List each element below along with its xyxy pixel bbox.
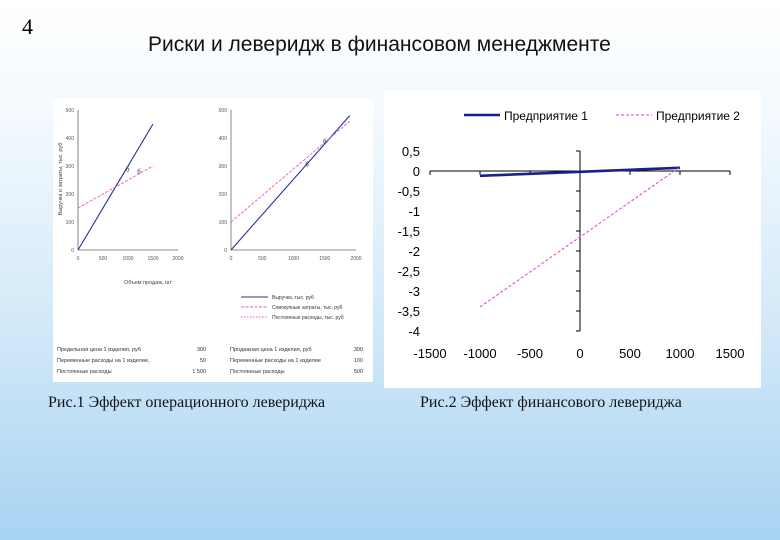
figure2-panel: 0,5 0 -0,5 -1 -1,5 -2 -2,5 -3 -3,5 -4 -1500 -1000 -5…	[384, 91, 761, 388]
y-tick-label: -2	[408, 244, 420, 259]
y-tick-label: 400	[219, 136, 228, 142]
legend-label: Совокупные затраты, тыс. руб	[272, 305, 343, 311]
y-tick-label: -3	[408, 284, 420, 299]
series-line	[479, 166, 681, 308]
y-tick-label: 300	[219, 164, 228, 170]
x-tick-label: 1000	[666, 346, 695, 361]
x-tick-label: 0	[576, 346, 583, 361]
x-tick-label: 500	[258, 256, 267, 262]
param-value: 500	[354, 369, 363, 375]
param-value: 300	[354, 347, 363, 353]
x-tick-label: 1000	[122, 256, 133, 262]
y-tick-label: 0	[224, 248, 227, 254]
financial-leverage-figure: 0,5 0 -0,5 -1 -1,5 -2 -2,5 -3 -3,5 -4 -1500 -1000 -5…	[398, 109, 745, 361]
slide-title: Риски и леверидж в финансовом менеджмент…	[148, 33, 611, 56]
legend-label: Выручка, тыс. руб	[272, 295, 314, 301]
x-tick-label: 0	[230, 256, 233, 262]
param-value: 100	[354, 358, 363, 364]
y-tick-label: 500	[66, 108, 75, 114]
x-tick-label: 500	[619, 346, 641, 361]
legend-label: Предприятие 1	[504, 109, 588, 123]
y-tick-label: -0,5	[398, 184, 420, 199]
x-tick-label: 2000	[172, 256, 183, 262]
x-tick-label: -500	[517, 346, 543, 361]
series-line	[479, 166, 681, 178]
y-tick-label: 0,5	[402, 144, 420, 159]
x-axis-title: Объем продаж, шт	[124, 280, 172, 286]
line-annotation: б	[137, 170, 141, 176]
x-tick-label: 1500	[319, 256, 330, 262]
line-annotation: б	[323, 139, 327, 145]
param-value: 50	[200, 358, 206, 364]
param-label: Переменные расходы на 1 изделие	[230, 358, 321, 364]
figure1-panel: 0 500 1000 1500 2000 0 100 200 300 400 500 б б 0 500 10…	[53, 99, 373, 382]
param-label: Переменные расходы на 1 изделие,	[57, 358, 150, 364]
y-tick-label: -3,5	[398, 304, 420, 319]
x-tick-label: 1500	[147, 256, 158, 262]
param-label: Продажная цена 1 изделия, руб	[230, 347, 312, 353]
y-tick-label: 500	[219, 108, 228, 114]
param-value: 300	[197, 347, 206, 353]
y-tick-label: 100	[66, 220, 75, 226]
series-line	[77, 165, 154, 209]
y-tick-label: 300	[66, 164, 75, 170]
y-axis-title: Выручка и затраты, тыс. руб	[58, 143, 64, 216]
y-tick-label: -2,5	[398, 264, 420, 279]
param-label: Предельная цена 1 изделия, руб	[57, 347, 141, 353]
y-tick-label: 100	[219, 220, 228, 226]
y-tick-label: -1	[408, 204, 420, 219]
legend-label: Предприятие 2	[656, 109, 740, 123]
legend-label: Постоянные расходы, тыс. руб	[272, 315, 344, 321]
y-tick-label: 0	[71, 248, 74, 254]
y-tick-label: 200	[219, 192, 228, 198]
x-tick-label: 0	[77, 256, 80, 262]
param-label: Постоянные расходы	[230, 369, 285, 375]
y-tick-label: -4	[408, 324, 420, 339]
x-tick-label: 2000	[350, 256, 361, 262]
series-line	[230, 120, 351, 223]
x-tick-label: 1000	[288, 256, 299, 262]
series-line	[230, 115, 351, 251]
y-tick-label: 200	[66, 192, 75, 198]
param-label: Постоянные расходы	[57, 369, 112, 375]
x-tick-label: 1500	[716, 346, 745, 361]
figure1-caption: Рис.1 Эффект операционного левериджа	[48, 394, 326, 411]
y-tick-label: 0	[413, 164, 420, 179]
x-tick-label: 500	[99, 256, 108, 262]
y-tick-label: 400	[66, 136, 75, 142]
y-tick-label: -1,5	[398, 224, 420, 239]
line-annotation: б	[126, 167, 130, 173]
x-tick-label: -1000	[463, 346, 496, 361]
x-tick-label: -1500	[413, 346, 446, 361]
param-value: 1 500	[192, 369, 206, 375]
slide-number: 4	[22, 14, 33, 39]
figure2-caption: Рис.2 Эффект финансового левериджа	[420, 394, 682, 411]
line-annotation: б	[305, 162, 309, 168]
